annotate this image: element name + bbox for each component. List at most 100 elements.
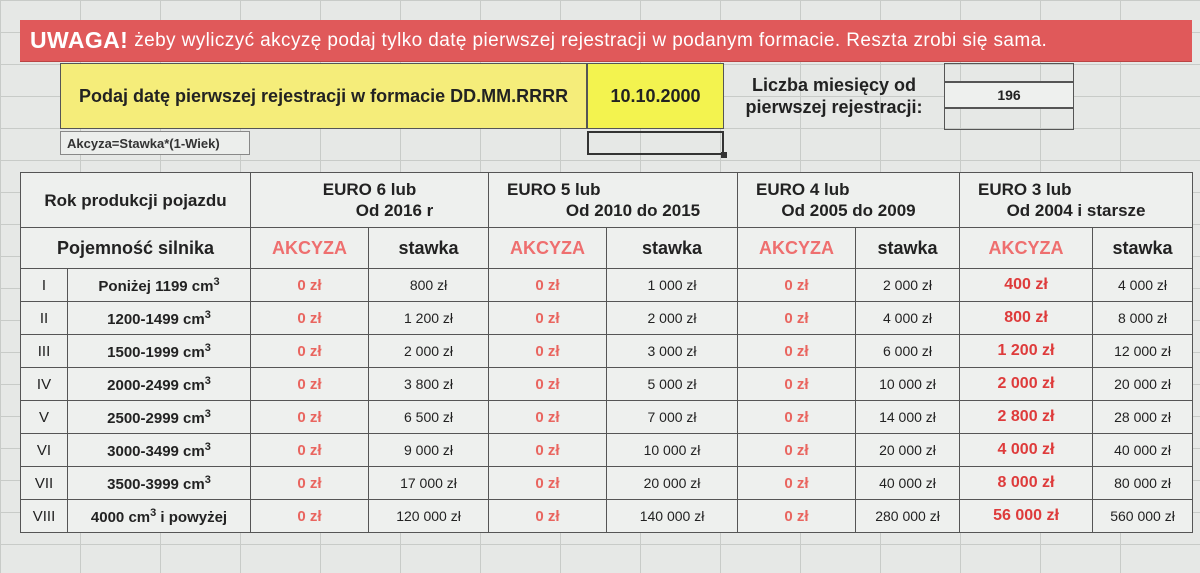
group-header[interactable]: EURO 4 lub Od 2005 do 2009 (737, 172, 961, 228)
stawka-cell[interactable]: 4 000 zł (855, 301, 961, 335)
col-stawka[interactable]: stawka (606, 227, 739, 269)
row-numeral[interactable]: V (20, 400, 68, 434)
stawka-cell[interactable]: 2 000 zł (855, 268, 961, 302)
stawka-cell[interactable]: 6 500 zł (368, 400, 490, 434)
akcyza-cell[interactable]: 0 zł (250, 499, 370, 533)
row-numeral[interactable]: VII (20, 466, 68, 500)
stawka-cell[interactable]: 9 000 zł (368, 433, 490, 467)
row-numeral[interactable]: VIII (20, 499, 68, 533)
row-numeral[interactable]: IV (20, 367, 68, 401)
akcyza-cell[interactable]: 0 zł (488, 433, 608, 467)
col-akcyza[interactable]: AKCYZA (959, 227, 1094, 269)
col-akcyza[interactable]: AKCYZA (737, 227, 857, 269)
akcyza-cell[interactable]: 0 zł (737, 499, 857, 533)
row-numeral[interactable]: I (20, 268, 68, 302)
akcyza-cell[interactable]: 400 zł (959, 268, 1094, 302)
engine-capacity[interactable]: 3500-3999 cm3 (66, 466, 252, 500)
group-header[interactable]: EURO 3 lub Od 2004 i starsze (959, 172, 1194, 228)
engine-capacity[interactable]: 2500-2999 cm3 (66, 400, 252, 434)
stawka-cell[interactable]: 4 000 zł (1092, 268, 1194, 302)
stawka-cell[interactable]: 14 000 zł (855, 400, 961, 434)
akcyza-cell[interactable]: 0 zł (737, 433, 857, 467)
engine-capacity[interactable]: 1500-1999 cm3 (66, 334, 252, 368)
stawka-cell[interactable]: 1 200 zł (368, 301, 490, 335)
akcyza-cell[interactable]: 0 zł (250, 301, 370, 335)
akcyza-cell[interactable]: 0 zł (737, 268, 857, 302)
akcyza-cell[interactable]: 2 000 zł (959, 367, 1094, 401)
stawka-cell[interactable]: 10 000 zł (855, 367, 961, 401)
akcyza-cell[interactable]: 0 zł (250, 367, 370, 401)
selected-cell[interactable] (587, 131, 727, 158)
stawka-cell[interactable]: 80 000 zł (1092, 466, 1194, 500)
col-stawka[interactable]: stawka (855, 227, 961, 269)
engine-capacity[interactable]: 3000-3499 cm3 (66, 433, 252, 467)
stawka-cell[interactable]: 40 000 zł (855, 466, 961, 500)
stawka-cell[interactable]: 40 000 zł (1092, 433, 1194, 467)
cell-empty[interactable] (944, 63, 1074, 82)
year-header[interactable]: Rok produkcji pojazdu (19, 172, 252, 228)
engine-capacity[interactable]: 4000 cm3 i powyżej (66, 499, 252, 533)
akcyza-cell[interactable]: 0 zł (737, 400, 857, 434)
formula-cell[interactable]: Akcyza=Stawka*(1-Wiek) (60, 131, 250, 155)
akcyza-cell[interactable]: 0 zł (250, 334, 370, 368)
col-akcyza[interactable]: AKCYZA (250, 227, 370, 269)
stawka-cell[interactable]: 1 000 zł (606, 268, 739, 302)
col-stawka[interactable]: stawka (368, 227, 490, 269)
stawka-cell[interactable]: 3 800 zł (368, 367, 490, 401)
akcyza-cell[interactable]: 0 zł (488, 466, 608, 500)
col-akcyza[interactable]: AKCYZA (488, 227, 608, 269)
stawka-cell[interactable]: 20 000 zł (606, 466, 739, 500)
akcyza-cell[interactable]: 0 zł (488, 499, 608, 533)
registration-date-cell[interactable]: 10.10.2000 (587, 63, 724, 129)
stawka-cell[interactable]: 20 000 zł (855, 433, 961, 467)
engine-capacity[interactable]: 2000-2499 cm3 (66, 367, 252, 401)
engine-header[interactable]: Pojemność silnika (19, 227, 252, 269)
akcyza-cell[interactable]: 0 zł (737, 367, 857, 401)
stawka-cell[interactable]: 8 000 zł (1092, 301, 1194, 335)
akcyza-cell[interactable]: 0 zł (488, 400, 608, 434)
stawka-cell[interactable]: 6 000 zł (855, 334, 961, 368)
stawka-cell[interactable]: 17 000 zł (368, 466, 490, 500)
akcyza-cell[interactable]: 0 zł (250, 466, 370, 500)
akcyza-cell[interactable]: 0 zł (488, 367, 608, 401)
group-header[interactable]: EURO 5 lub Od 2010 do 2015 (488, 172, 739, 228)
engine-capacity[interactable]: 1200-1499 cm3 (66, 301, 252, 335)
akcyza-cell[interactable]: 0 zł (737, 301, 857, 335)
stawka-cell[interactable]: 2 000 zł (368, 334, 490, 368)
akcyza-cell[interactable]: 0 zł (737, 334, 857, 368)
row-numeral[interactable]: III (20, 334, 68, 368)
engine-capacity[interactable]: Poniżej 1199 cm3 (66, 268, 252, 302)
stawka-cell[interactable]: 2 000 zł (606, 301, 739, 335)
akcyza-cell[interactable]: 0 zł (250, 433, 370, 467)
cell-empty[interactable] (944, 108, 1074, 130)
group-header[interactable]: EURO 6 lub Od 2016 r (250, 172, 490, 228)
akcyza-cell[interactable]: 0 zł (250, 268, 370, 302)
row-numeral[interactable]: VI (20, 433, 68, 467)
stawka-cell[interactable]: 10 000 zł (606, 433, 739, 467)
akcyza-cell[interactable]: 4 000 zł (959, 433, 1094, 467)
akcyza-cell[interactable]: 2 800 zł (959, 400, 1094, 434)
col-stawka[interactable]: stawka (1092, 227, 1194, 269)
akcyza-cell[interactable]: 8 000 zł (959, 466, 1094, 500)
months-value-cell[interactable]: 196 (944, 82, 1074, 108)
akcyza-cell[interactable]: 0 zł (488, 301, 608, 335)
stawka-cell[interactable]: 28 000 zł (1092, 400, 1194, 434)
akcyza-cell[interactable]: 0 zł (737, 466, 857, 500)
stawka-cell[interactable]: 560 000 zł (1092, 499, 1194, 533)
stawka-cell[interactable]: 800 zł (368, 268, 490, 302)
akcyza-cell[interactable]: 1 200 zł (959, 334, 1094, 368)
stawka-cell[interactable]: 5 000 zł (606, 367, 739, 401)
stawka-cell[interactable]: 12 000 zł (1092, 334, 1194, 368)
akcyza-cell[interactable]: 800 zł (959, 301, 1094, 335)
akcyza-cell[interactable]: 56 000 zł (959, 499, 1094, 533)
akcyza-cell[interactable]: 0 zł (488, 334, 608, 368)
stawka-cell[interactable]: 3 000 zł (606, 334, 739, 368)
stawka-cell[interactable]: 280 000 zł (855, 499, 961, 533)
stawka-cell[interactable]: 20 000 zł (1092, 367, 1194, 401)
stawka-cell[interactable]: 140 000 zł (606, 499, 739, 533)
row-numeral[interactable]: II (20, 301, 68, 335)
akcyza-cell[interactable]: 0 zł (488, 268, 608, 302)
stawka-cell[interactable]: 120 000 zł (368, 499, 490, 533)
akcyza-cell[interactable]: 0 zł (250, 400, 370, 434)
stawka-cell[interactable]: 7 000 zł (606, 400, 739, 434)
